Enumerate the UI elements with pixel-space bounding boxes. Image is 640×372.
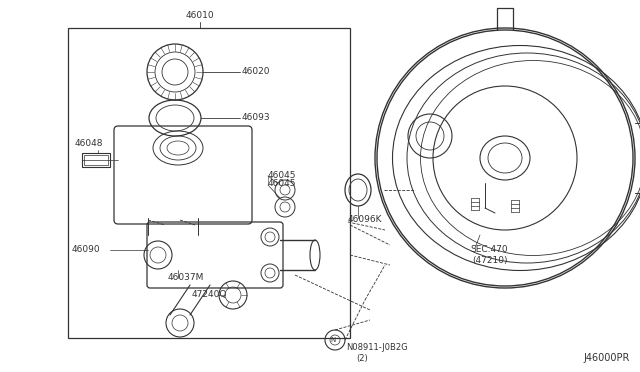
Text: 46045: 46045	[268, 170, 296, 180]
Bar	[82, 153, 110, 167]
Text: 46096K: 46096K	[348, 215, 383, 224]
Text: N: N	[330, 337, 335, 343]
Text: (2): (2)	[356, 353, 368, 362]
Text: 46010: 46010	[186, 11, 214, 20]
Text: (47210): (47210)	[472, 256, 508, 264]
Text: 46090: 46090	[72, 246, 100, 254]
Text: 46093: 46093	[242, 113, 271, 122]
Text: SEC.470: SEC.470	[470, 246, 508, 254]
Text: 46048: 46048	[75, 138, 104, 148]
Bar	[84, 155, 108, 165]
Text: 46045: 46045	[268, 180, 296, 189]
Text: 46037M: 46037M	[168, 273, 204, 282]
Text: 46020: 46020	[242, 67, 271, 77]
Text: J46000PR: J46000PR	[584, 353, 630, 363]
Text: 47240Q: 47240Q	[192, 291, 227, 299]
Bar	[68, 28, 350, 338]
Text: N08911-J0B2G: N08911-J0B2G	[346, 343, 408, 353]
